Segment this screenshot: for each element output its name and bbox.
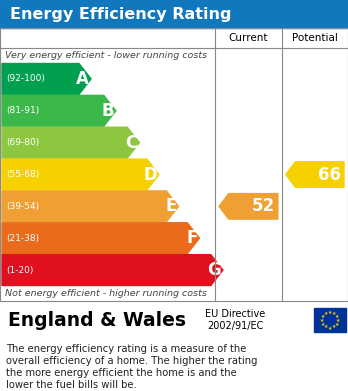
Polygon shape	[2, 63, 91, 94]
Polygon shape	[2, 127, 140, 158]
Text: ★: ★	[328, 325, 332, 330]
Polygon shape	[2, 159, 159, 190]
Text: ★: ★	[321, 314, 325, 319]
Text: Potential: Potential	[292, 33, 338, 43]
Text: F: F	[186, 229, 197, 247]
Text: G: G	[207, 261, 221, 279]
Text: (92-100): (92-100)	[6, 74, 45, 83]
Text: (21-38): (21-38)	[6, 234, 39, 243]
Text: overall efficiency of a home. The higher the rating: overall efficiency of a home. The higher…	[6, 356, 258, 366]
Text: 66: 66	[318, 165, 341, 183]
Text: C: C	[125, 134, 137, 152]
Text: lower the fuel bills will be.: lower the fuel bills will be.	[6, 380, 137, 390]
Text: ★: ★	[324, 310, 328, 316]
Text: ★: ★	[335, 314, 339, 319]
Text: England & Wales: England & Wales	[8, 310, 186, 330]
Text: ★: ★	[336, 317, 340, 323]
Polygon shape	[286, 162, 344, 187]
Polygon shape	[2, 255, 223, 285]
Text: 2002/91/EC: 2002/91/EC	[207, 321, 263, 331]
Text: (55-68): (55-68)	[6, 170, 39, 179]
Text: 52: 52	[252, 197, 275, 215]
Polygon shape	[2, 95, 116, 126]
Text: ★: ★	[324, 325, 328, 330]
Text: (69-80): (69-80)	[6, 138, 39, 147]
Text: (39-54): (39-54)	[6, 202, 39, 211]
Text: Not energy efficient - higher running costs: Not energy efficient - higher running co…	[5, 289, 207, 298]
Text: The energy efficiency rating is a measure of the: The energy efficiency rating is a measur…	[6, 344, 246, 354]
Text: A: A	[76, 70, 89, 88]
Polygon shape	[219, 194, 278, 219]
Text: ★: ★	[332, 325, 336, 330]
Text: D: D	[143, 165, 157, 183]
Bar	[0, 301, 348, 339]
Text: Very energy efficient - lower running costs: Very energy efficient - lower running co…	[5, 51, 207, 60]
Text: the more energy efficient the home is and the: the more energy efficient the home is an…	[6, 368, 237, 378]
Text: (1-20): (1-20)	[6, 265, 33, 274]
Bar	[314, 308, 346, 332]
Text: B: B	[101, 102, 114, 120]
Text: ★: ★	[320, 317, 324, 323]
Text: Energy Efficiency Rating: Energy Efficiency Rating	[10, 7, 231, 22]
Text: (81-91): (81-91)	[6, 106, 39, 115]
Bar	[0, 28, 348, 301]
Text: EU Directive: EU Directive	[205, 309, 265, 319]
Text: ★: ★	[321, 321, 325, 326]
Text: Current: Current	[229, 33, 268, 43]
Text: E: E	[165, 197, 176, 215]
Text: ★: ★	[328, 310, 332, 314]
Text: ★: ★	[332, 310, 336, 316]
Text: ★: ★	[335, 321, 339, 326]
Polygon shape	[2, 223, 199, 254]
Polygon shape	[2, 191, 179, 222]
Bar	[0, 0, 348, 28]
